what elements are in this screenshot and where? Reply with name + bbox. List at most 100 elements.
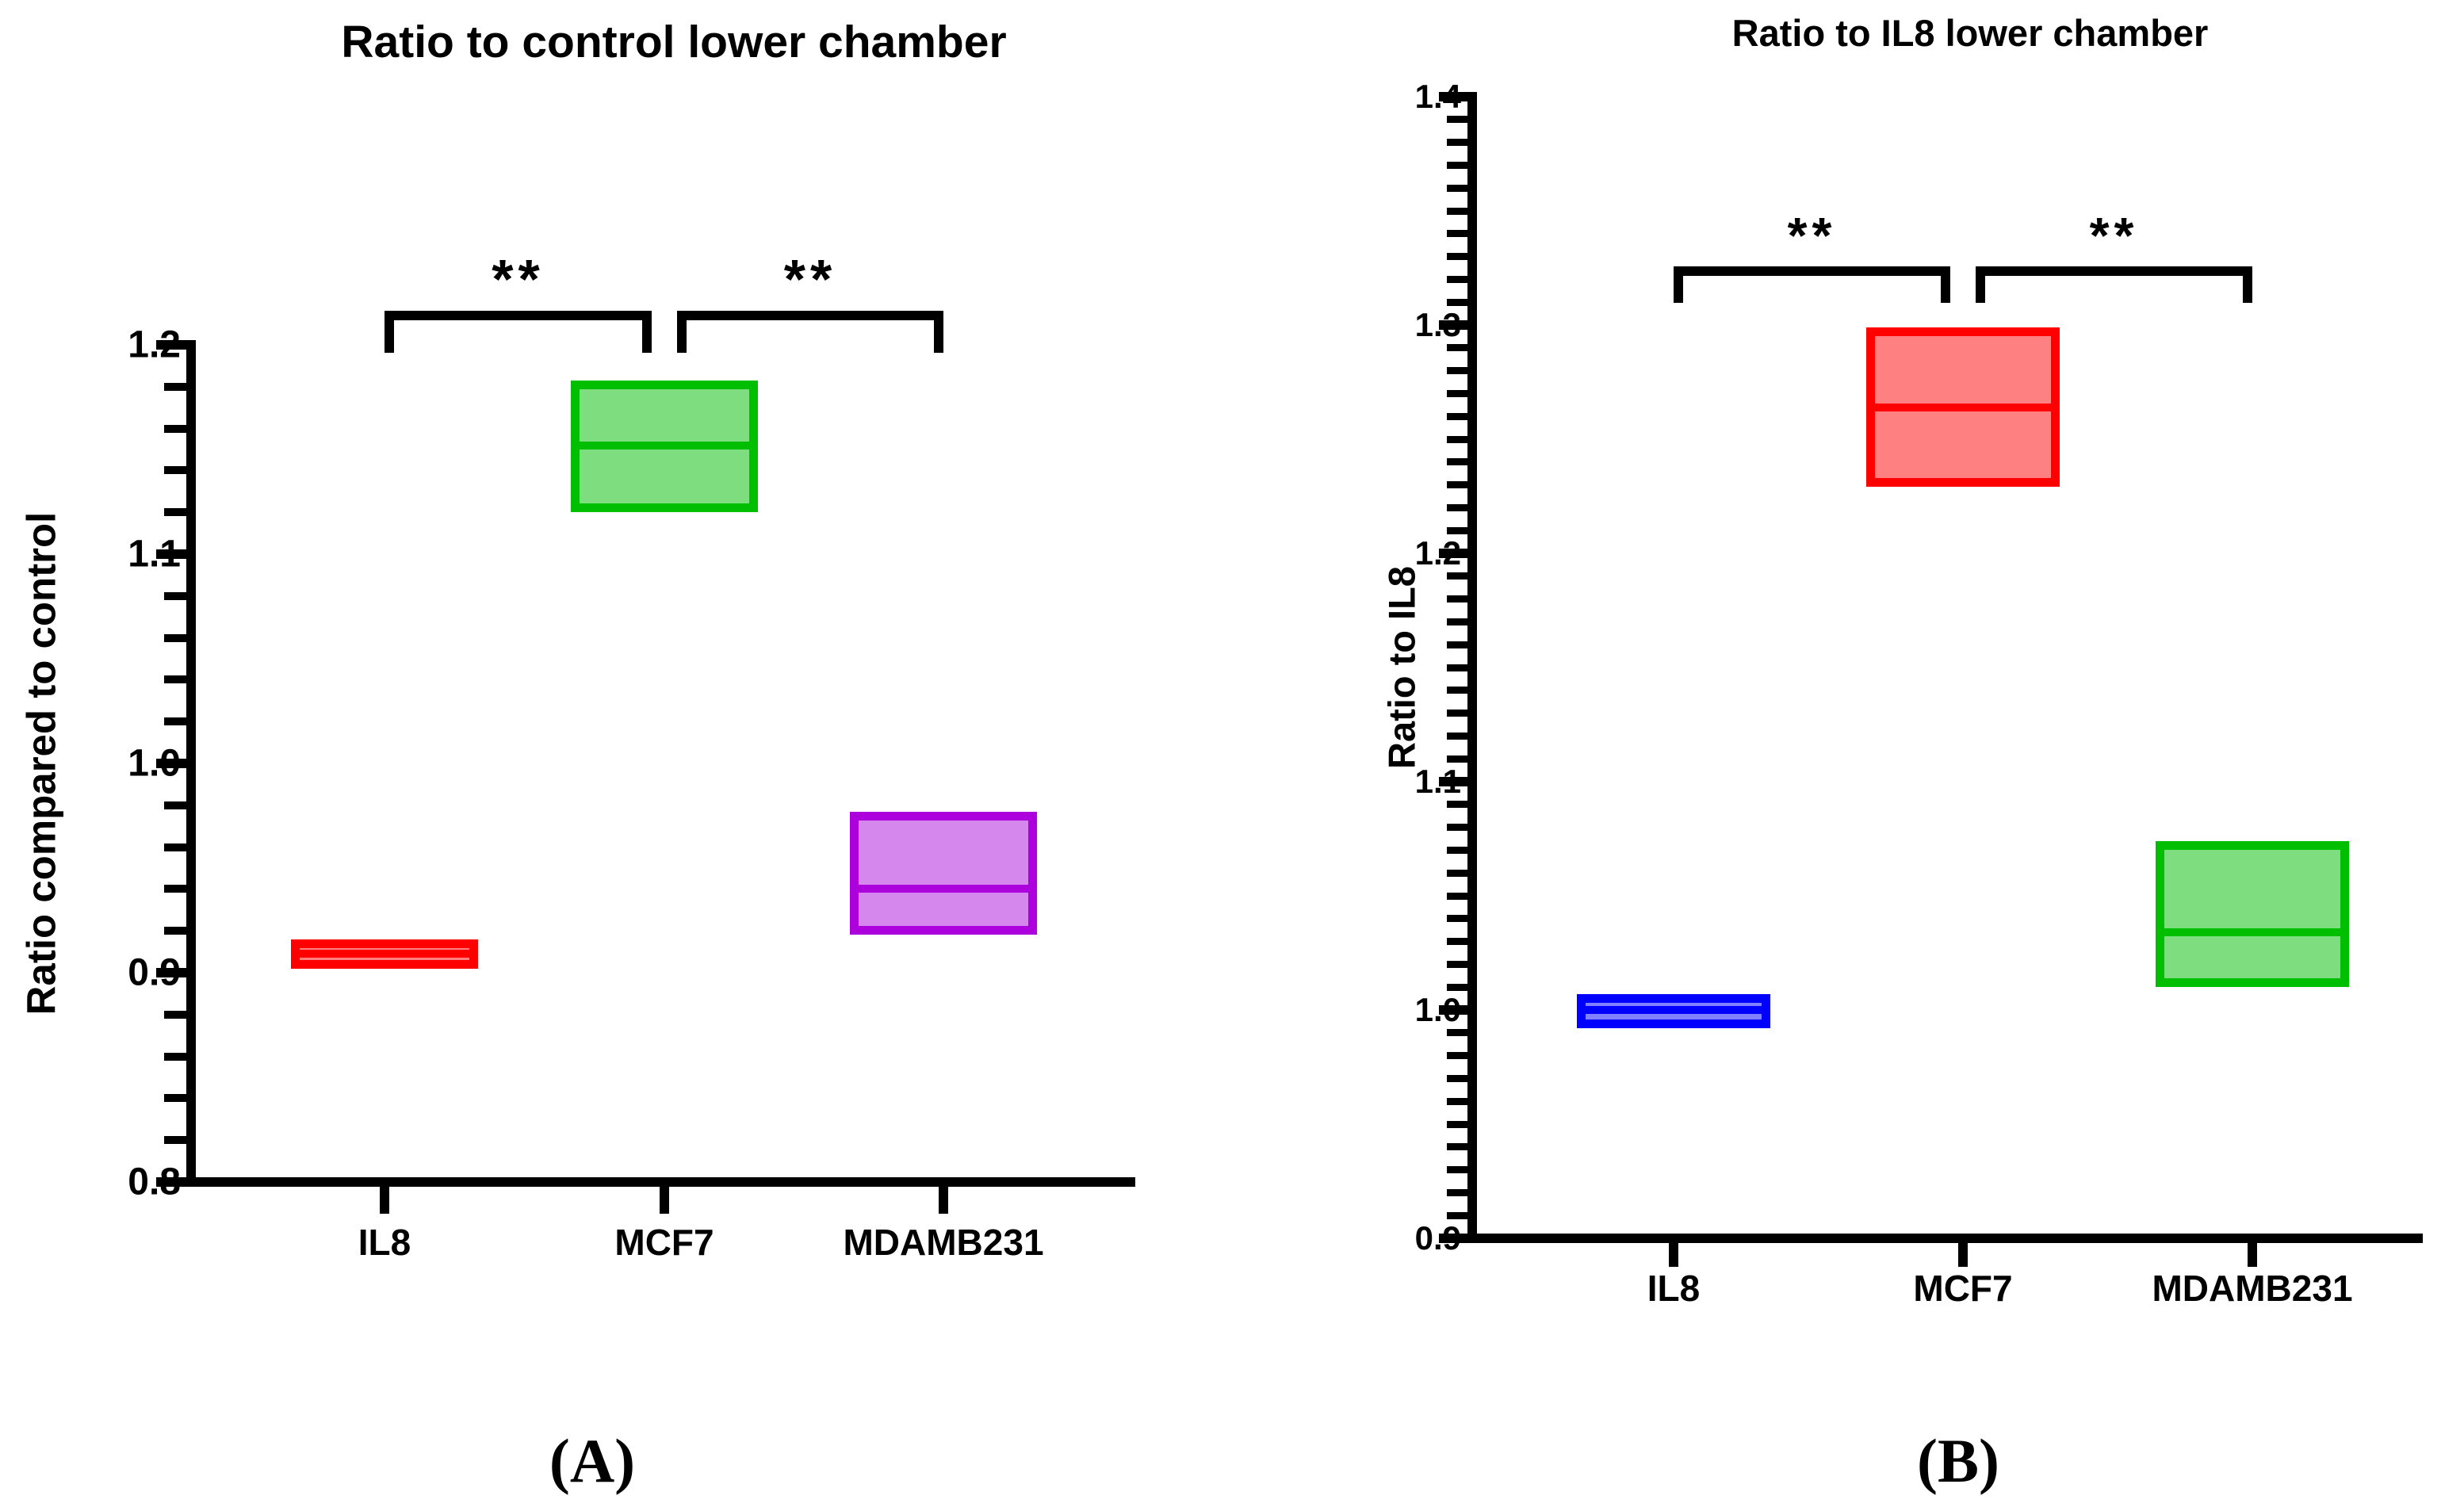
y-minor-tick	[1447, 687, 1467, 694]
y-minor-tick	[1447, 732, 1467, 740]
box-il8	[1577, 993, 1770, 1029]
y-minor-tick	[164, 843, 186, 851]
y-minor-tick	[1447, 846, 1467, 854]
y-minor-tick	[1447, 710, 1467, 717]
significance-bracket	[1674, 266, 1950, 276]
y-minor-tick	[1447, 1052, 1467, 1060]
y-axis-spine	[186, 340, 196, 1187]
y-major-tick	[156, 340, 186, 350]
significance-bracket	[677, 311, 943, 320]
y-minor-tick	[1447, 983, 1467, 991]
y-major-tick	[1439, 777, 1467, 786]
y-tick-label: 1.2	[128, 323, 181, 366]
y-minor-tick	[164, 591, 186, 600]
median-line-mcf7	[580, 441, 749, 449]
y-minor-tick	[164, 508, 186, 517]
significance-stars: **	[492, 248, 545, 310]
panel-a: Ratio to control lower chamber Ratio com…	[19, 17, 1135, 1495]
y-minor-tick	[1447, 298, 1467, 306]
y-minor-tick	[1447, 184, 1467, 192]
y-minor-tick	[1447, 824, 1467, 832]
significance-bracket-end	[642, 311, 652, 353]
y-minor-tick	[1447, 869, 1467, 877]
y-minor-tick	[164, 885, 186, 893]
y-minor-tick	[1447, 116, 1467, 124]
y-major-tick	[156, 1177, 186, 1187]
y-major-tick	[1439, 320, 1467, 330]
y-minor-tick	[164, 1052, 186, 1061]
box-mdamb231	[850, 811, 1037, 935]
median-line-mdamb231	[2164, 928, 2340, 937]
y-major-tick	[156, 549, 186, 559]
box-mcf7	[571, 380, 758, 513]
y-tick-label: 1.3	[1414, 306, 1461, 343]
significance-stars: **	[1787, 207, 1837, 264]
y-minor-tick	[1447, 915, 1467, 923]
y-minor-tick	[164, 382, 186, 391]
y-minor-tick	[1447, 230, 1467, 238]
x-tick	[1958, 1243, 1968, 1267]
box-mcf7	[1866, 327, 2060, 488]
y-major-tick	[1439, 549, 1467, 558]
y-minor-tick	[1447, 344, 1467, 352]
y-minor-tick	[164, 717, 186, 726]
x-category-label: IL8	[358, 1222, 411, 1263]
x-category-label: MDAMB231	[2152, 1268, 2353, 1309]
y-minor-tick	[1447, 526, 1467, 534]
panel-a-title: Ratio to control lower chamber	[341, 17, 1007, 67]
x-tick	[1669, 1243, 1678, 1267]
x-axis-spine	[186, 1177, 1135, 1187]
y-axis-spine	[1467, 92, 1477, 1243]
y-minor-tick	[1447, 938, 1467, 946]
y-minor-tick	[1447, 1166, 1467, 1174]
significance-bracket-end	[677, 311, 687, 353]
significance-bracket-end	[2243, 266, 2252, 303]
median-line-mdamb231	[859, 885, 1028, 893]
significance-bracket	[385, 311, 652, 320]
x-axis-spine	[1467, 1234, 2423, 1243]
x-tick	[939, 1187, 948, 1214]
y-minor-tick	[1447, 595, 1467, 603]
y-minor-tick	[1447, 275, 1467, 283]
y-major-tick	[156, 968, 186, 977]
y-minor-tick	[1447, 207, 1467, 215]
x-category-label: MCF7	[1913, 1268, 2013, 1309]
x-category-label: IL8	[1647, 1268, 1701, 1309]
y-tick-label: 0.8	[128, 1161, 181, 1203]
y-minor-tick	[1447, 892, 1467, 900]
y-minor-tick	[164, 424, 186, 433]
x-category-label: MCF7	[614, 1222, 714, 1263]
y-minor-tick	[164, 927, 186, 935]
significance-bracket-end	[385, 311, 394, 353]
y-minor-tick	[1447, 253, 1467, 261]
y-minor-tick	[1447, 435, 1467, 443]
panel-a-plot-area: 0.8 0.9 1.0 1.1 1.2 IL8 MCF7 MDAMB231 ** **	[128, 248, 1135, 1263]
panel-b-title: Ratio to IL8 lower chamber	[1731, 12, 2209, 54]
y-tick-label: 1.0	[1414, 991, 1461, 1028]
y-minor-tick	[164, 675, 186, 684]
y-minor-tick	[164, 466, 186, 475]
y-minor-tick	[1447, 1029, 1467, 1037]
y-minor-tick	[164, 1136, 186, 1145]
box-mdamb231	[2156, 840, 2349, 988]
significance-stars: **	[2089, 207, 2139, 264]
y-tick-label: 1.2	[1414, 534, 1461, 572]
panel-b: Ratio to IL8 lower chamber Ratio to IL8 …	[1232, 0, 2464, 1511]
y-minor-tick	[1447, 503, 1467, 511]
y-minor-tick	[164, 1010, 186, 1019]
panel-a-letter: (A)	[549, 1426, 636, 1495]
y-minor-tick	[1447, 1143, 1467, 1151]
y-minor-tick	[1447, 618, 1467, 625]
x-tick	[380, 1187, 389, 1214]
significance-bracket-end	[1941, 266, 1950, 303]
y-minor-tick	[1447, 1074, 1467, 1082]
y-minor-tick	[1447, 1211, 1467, 1219]
significance-bracket-end	[1976, 266, 1985, 303]
y-major-tick	[1439, 1234, 1467, 1243]
box-il8	[291, 939, 478, 969]
y-minor-tick	[1447, 755, 1467, 763]
y-minor-tick	[1447, 367, 1467, 375]
y-tick-label: 1.1	[1414, 763, 1461, 800]
